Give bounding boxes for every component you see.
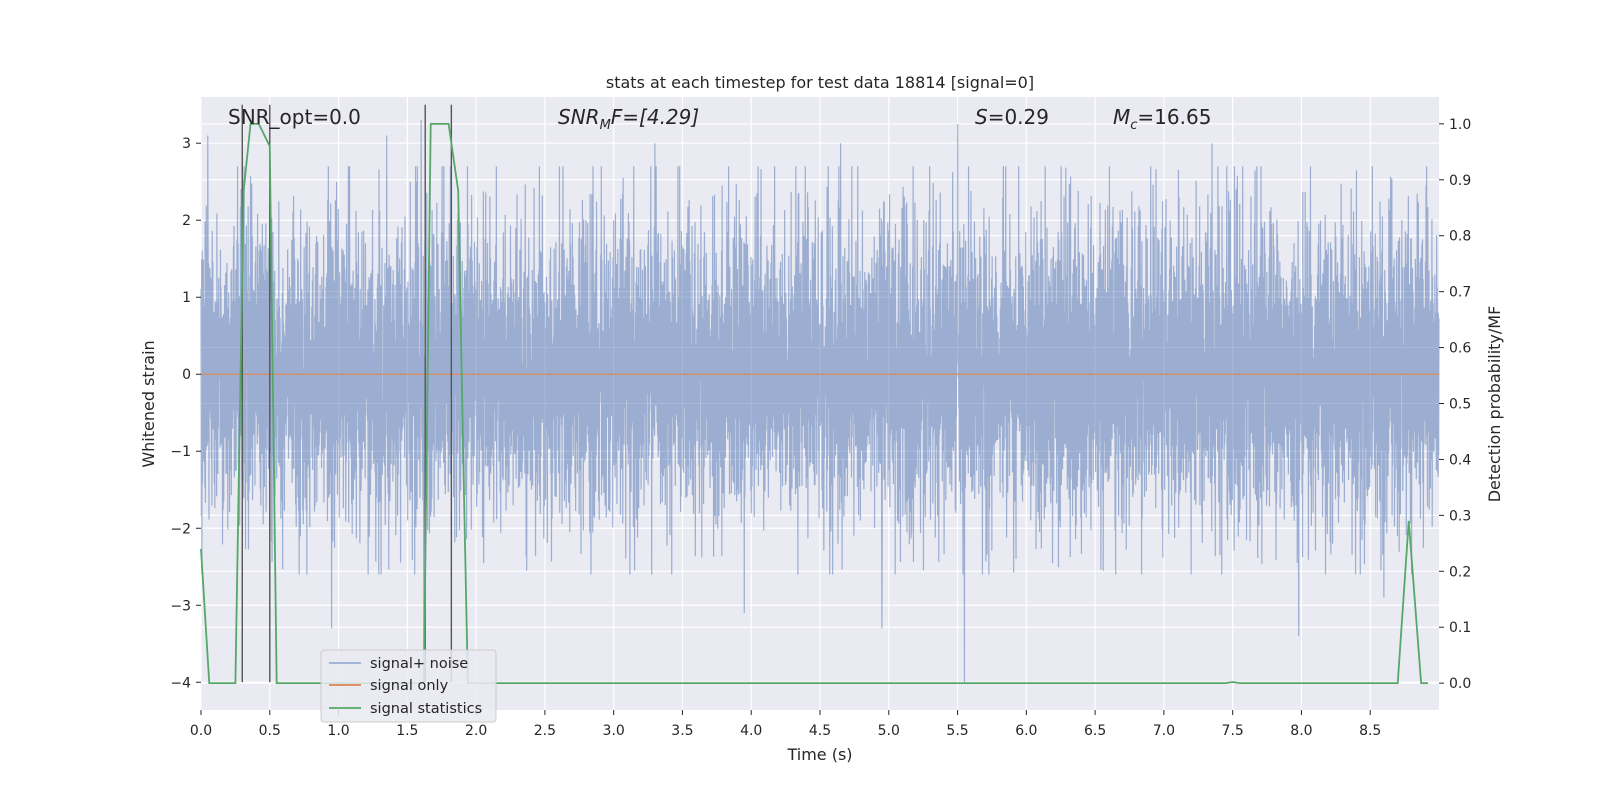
annotation-snr-mf-base: SNR xyxy=(558,105,600,129)
x-tick-label: 4.0 xyxy=(740,723,762,739)
y-tick-label: −4 xyxy=(170,675,191,691)
y2-tick-label: 0.5 xyxy=(1449,397,1471,413)
annotations: SNR_opt=0.0 SNRMF=[4.29] S=0.29 Mc=16.65 xyxy=(228,105,1211,133)
legend-label-signal: signal only xyxy=(370,678,449,694)
noise-line xyxy=(200,120,1440,683)
y-tick-label: −3 xyxy=(170,598,191,614)
x-tick-label: 3.5 xyxy=(671,723,693,739)
annotation-snr-mf-rest: F=[4.29] xyxy=(611,105,699,129)
x-tick-label: 5.5 xyxy=(946,723,968,739)
y2-tick-label: 0.6 xyxy=(1449,341,1471,357)
annotation-snr-opt: SNR_opt=0.0 xyxy=(228,105,361,129)
y2-tick-label: 0.0 xyxy=(1449,676,1471,692)
x-axis-ticks: 0.0 0.5 1.0 1.5 2.0 2.5 3.0 3.5 4.0 4.5 5.0 5.5 6.0 6… xyxy=(190,710,1381,739)
y2-axis-ticks: 0.0 0.1 0.2 0.3 0.4 0.5 0.6 0.7 0.8 0.9 1.0 xyxy=(1439,117,1471,692)
y-tick-label: −2 xyxy=(170,521,191,537)
legend-box xyxy=(320,649,497,723)
x-axis-label: Time (s) xyxy=(786,745,852,764)
annotation-mc: Mc=16.65 xyxy=(1113,105,1211,133)
annotation-snr-mf-sub: M xyxy=(600,118,611,133)
y-tick-label: −1 xyxy=(170,444,191,460)
y2-tick-label: 0.2 xyxy=(1449,564,1471,580)
annotation-snr-mf: SNRMF=[4.29] xyxy=(558,105,699,133)
annotation-mc-base: M xyxy=(1113,105,1130,129)
x-tick-label: 0.0 xyxy=(190,723,212,739)
y-axis-label: Whitened strain xyxy=(139,340,158,467)
y2-tick-label: 0.4 xyxy=(1449,452,1471,468)
y2-tick-label: 0.3 xyxy=(1449,508,1471,524)
x-tick-label: 6.0 xyxy=(1015,723,1037,739)
y-axis-ticks: −4 −3 −2 −1 0 1 2 3 xyxy=(170,136,201,691)
legend: signal+ noise signal only signal statist… xyxy=(320,649,497,723)
x-tick-label: 1.0 xyxy=(327,723,349,739)
x-tick-label: 2.5 xyxy=(534,723,556,739)
y2-tick-label: 0.8 xyxy=(1449,229,1471,245)
y2-tick-label: 0.1 xyxy=(1449,620,1471,636)
x-tick-label: 3.0 xyxy=(603,723,625,739)
y2-tick-label: 0.7 xyxy=(1449,285,1471,301)
chart-title: stats at each timestep for test data 188… xyxy=(606,73,1034,92)
noise-series xyxy=(200,120,1440,683)
x-tick-label: 2.0 xyxy=(465,723,487,739)
legend-label-statistics: signal statistics xyxy=(370,701,482,717)
x-tick-label: 0.5 xyxy=(259,723,281,739)
y-tick-label: 0 xyxy=(182,367,191,383)
y2-tick-label: 0.9 xyxy=(1449,173,1471,189)
x-tick-label: 4.5 xyxy=(809,723,831,739)
x-tick-label: 6.5 xyxy=(1084,723,1106,739)
x-tick-label: 5.0 xyxy=(878,723,900,739)
x-tick-label: 8.0 xyxy=(1290,723,1312,739)
x-tick-label: 7.0 xyxy=(1153,723,1175,739)
statistics-line xyxy=(200,122,1428,685)
y2-tick-label: 1.0 xyxy=(1449,117,1471,133)
signal-statistics-series xyxy=(200,122,1428,685)
x-tick-label: 1.5 xyxy=(396,723,418,739)
annotation-s-base: S xyxy=(975,105,988,129)
annotation-s-rest: =0.29 xyxy=(988,105,1049,129)
x-tick-label: 8.5 xyxy=(1359,723,1381,739)
legend-label-noise: signal+ noise xyxy=(370,656,468,672)
y-tick-label: 3 xyxy=(182,136,191,152)
y-tick-label: 2 xyxy=(182,213,191,229)
annotation-mc-rest: =16.65 xyxy=(1137,105,1211,129)
x-tick-label: 7.5 xyxy=(1222,723,1244,739)
y2-axis-label: Detection probability/MF xyxy=(1485,306,1504,503)
annotation-mc-sub: c xyxy=(1130,118,1137,133)
annotation-s: S=0.29 xyxy=(975,105,1049,129)
y-tick-label: 1 xyxy=(182,290,191,306)
